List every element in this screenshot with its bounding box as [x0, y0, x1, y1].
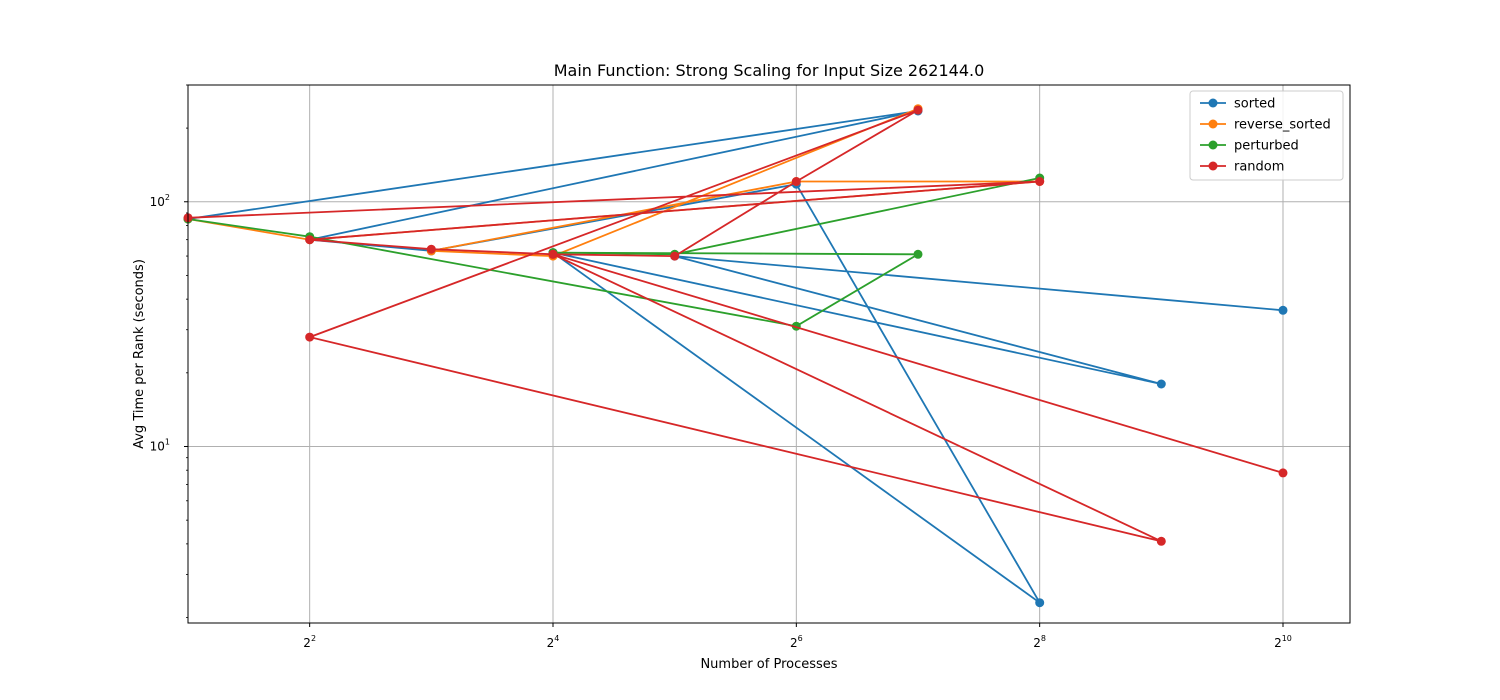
- chart-title: Main Function: Strong Scaling for Input …: [554, 61, 985, 80]
- series-random: [183, 105, 1288, 546]
- x-tick-label: 22: [303, 634, 316, 650]
- data-point-random: [1035, 177, 1045, 186]
- data-point-random: [305, 235, 315, 245]
- legend-label-random: random: [1234, 160, 1284, 175]
- series-line-sorted: [187, 110, 1284, 604]
- legend: sorted reverse_sorted perturbed random: [1189, 90, 1344, 181]
- data-point-sorted: [1278, 305, 1288, 315]
- data-point-sorted: [1035, 598, 1045, 608]
- data-point-random: [548, 249, 558, 259]
- legend-marker-sorted: [1208, 98, 1218, 108]
- plot-frame: [187, 84, 1351, 624]
- y-tick-label: 101: [150, 437, 170, 453]
- data-point-random: [791, 177, 801, 186]
- legend-marker-perturbed: [1208, 140, 1218, 150]
- data-point-random: [670, 251, 680, 261]
- data-point-perturbed: [913, 249, 923, 259]
- data-point-random: [1278, 468, 1288, 478]
- legend-label-perturbed: perturbed: [1234, 139, 1299, 154]
- x-tick-label: 24: [547, 634, 560, 650]
- y-axis-label: Avg Time per Rank (seconds): [132, 259, 147, 449]
- axes: 22 24 26 28 210 101 102: [150, 84, 1292, 650]
- legend-label-reverse_sorted: reverse_sorted: [1234, 118, 1331, 133]
- x-axis-label: Number of Processes: [700, 657, 837, 672]
- data-point-random: [426, 244, 436, 254]
- legend-marker-reverse_sorted: [1208, 119, 1218, 129]
- legend-label-sorted: sorted: [1234, 97, 1275, 112]
- series-layer: [183, 104, 1288, 608]
- x-tick-label: 210: [1274, 634, 1292, 650]
- data-point-random: [305, 332, 315, 342]
- y-tick-label: 102: [150, 193, 170, 209]
- legend-box: [1189, 90, 1344, 181]
- legend-marker-random: [1208, 161, 1218, 171]
- data-point-random: [913, 105, 923, 115]
- data-point-sorted: [1156, 379, 1166, 389]
- x-tick-label: 26: [790, 634, 803, 650]
- data-point-random: [1156, 536, 1166, 546]
- series-line-random: [187, 109, 1284, 543]
- x-tick-label: 28: [1033, 634, 1046, 650]
